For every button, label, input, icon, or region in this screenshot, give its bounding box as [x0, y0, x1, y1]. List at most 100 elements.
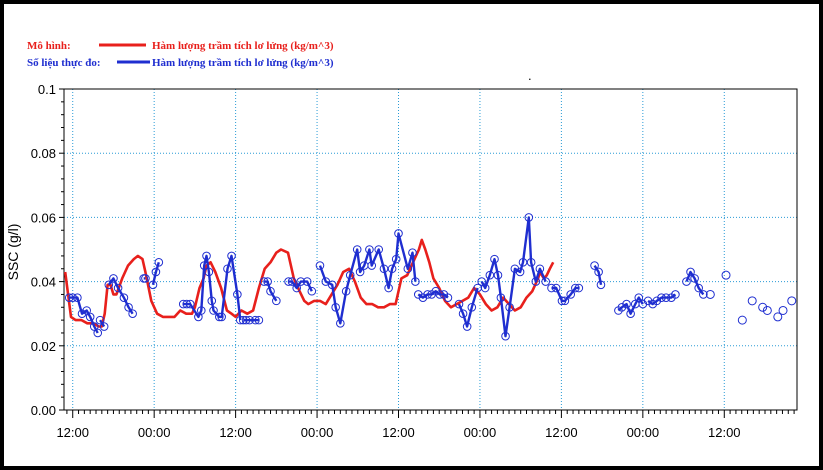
measured-point — [113, 283, 123, 293]
measured-point — [518, 258, 528, 267]
measured-point — [515, 267, 525, 277]
measured-series-line — [151, 261, 160, 286]
measured-point — [535, 264, 545, 274]
y-tick-label: 0.02 — [31, 339, 56, 354]
measured-point — [560, 296, 570, 306]
measured-series-line — [318, 232, 417, 325]
measured-point — [95, 315, 105, 325]
measured-point — [485, 270, 495, 280]
measured-point — [93, 328, 103, 338]
measured-point — [99, 322, 109, 331]
measured-point — [477, 277, 486, 286]
x-axis: 12:00 00:00 12:00 00:00 12:00 00:00 12:00 00:00… — [56, 410, 795, 440]
measured-point — [721, 270, 731, 280]
measured-point — [462, 322, 472, 331]
measured-point — [331, 302, 340, 312]
measured-point — [505, 302, 514, 312]
legend-name-0: Mô hình: — [27, 40, 71, 52]
measured-point — [238, 315, 248, 325]
measured-point — [403, 264, 413, 274]
measured-point — [82, 306, 91, 315]
measured-series-line — [107, 277, 134, 315]
measured-point — [287, 277, 297, 286]
measured-point — [374, 245, 384, 254]
measured-point — [223, 264, 232, 274]
measured-point — [694, 283, 703, 293]
measured-point — [141, 274, 150, 283]
y-tick-label: 0.1 — [38, 82, 56, 97]
measured-point — [352, 245, 362, 254]
x-tick-label: 12:00 — [545, 425, 578, 440]
measured-point — [266, 286, 275, 296]
measured-point — [551, 283, 561, 293]
measured-point — [467, 302, 477, 312]
measured-point — [89, 322, 99, 331]
measured-point — [594, 267, 603, 277]
measured-point — [209, 306, 218, 315]
measured-point — [547, 283, 556, 293]
measured-point — [394, 229, 403, 238]
x-tick-label: 00:00 — [627, 425, 660, 440]
measured-point — [737, 315, 747, 325]
measured-point — [215, 312, 224, 322]
measured-point — [204, 267, 214, 277]
measured-point — [622, 299, 631, 309]
measured-point — [758, 302, 768, 312]
measured-point — [435, 290, 445, 299]
chart-frame: Mô hình: Hàm lượng trầm tích lơ lửng (kg/… — [4, 4, 819, 466]
measured-point — [571, 283, 580, 293]
measured-point — [128, 309, 137, 319]
measured-point — [196, 306, 206, 315]
measured-point — [496, 293, 506, 302]
x-tick-label: 12:00 — [708, 425, 741, 440]
measured-point — [315, 261, 325, 270]
measured-point — [154, 258, 164, 267]
measured-point — [652, 296, 662, 306]
y-tick-label: 0.08 — [31, 146, 56, 161]
measured-point — [413, 290, 423, 299]
measured-point — [217, 312, 226, 322]
measured-point — [501, 331, 510, 341]
measured-point — [747, 296, 757, 306]
measured-point — [199, 261, 209, 270]
measured-point — [367, 261, 377, 270]
measured-point — [657, 293, 666, 302]
measured-point — [411, 277, 420, 286]
measured-series-line — [183, 254, 242, 321]
measured-point — [773, 312, 783, 322]
series-layer — [63, 213, 797, 341]
measured-point — [590, 261, 599, 270]
x-tick-label: 00:00 — [464, 425, 497, 440]
measured-point — [705, 289, 715, 299]
measured-point — [104, 280, 114, 290]
measured-series-line — [617, 296, 644, 315]
measured-series-line — [593, 264, 603, 286]
measured-point — [73, 293, 82, 302]
measured-point — [68, 293, 78, 302]
measured-point — [263, 277, 272, 286]
measured-point — [185, 299, 195, 309]
measured-point — [109, 274, 118, 283]
measured-point — [524, 213, 534, 222]
measured-point — [345, 270, 355, 280]
x-tick-label: 00:00 — [301, 425, 334, 440]
measured-point — [251, 315, 260, 325]
x-tick-label: 12:00 — [382, 425, 415, 440]
measured-point — [379, 264, 389, 274]
measured-point — [480, 283, 490, 293]
y-tick-label: 0.00 — [31, 403, 56, 418]
measured-point — [458, 309, 468, 319]
measured-point — [686, 267, 695, 277]
measured-point — [626, 309, 635, 319]
chart: Mô hình: Hàm lượng trầm tích lơ lửng (kg/… — [5, 40, 798, 440]
measured-point — [119, 293, 129, 302]
measured-point — [341, 286, 351, 296]
measured-point — [259, 277, 269, 286]
y-tick-label: 0.06 — [31, 210, 56, 225]
legend-series-0: Hàm lượng trầm tích lơ lửng (kg/m^3) — [152, 40, 334, 52]
measured-point — [443, 293, 453, 302]
measured-point — [245, 315, 254, 325]
y-axis-label: SSC (g/l) — [5, 224, 21, 281]
measured-point — [327, 280, 337, 290]
measured-point — [296, 277, 306, 286]
